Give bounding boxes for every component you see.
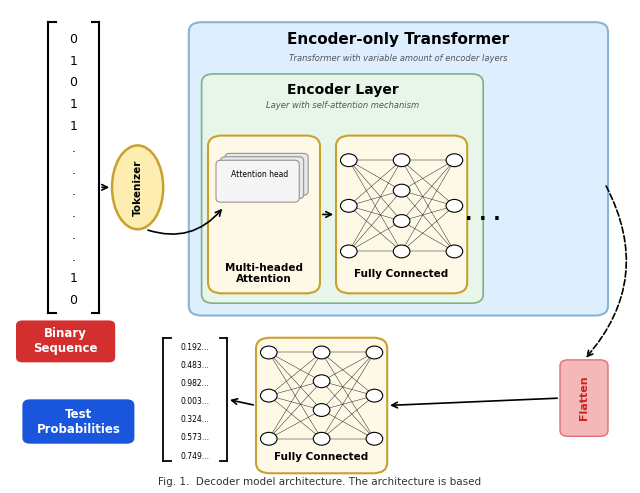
Circle shape (314, 404, 330, 417)
Circle shape (314, 375, 330, 387)
Circle shape (340, 245, 357, 258)
FancyBboxPatch shape (16, 320, 115, 362)
Text: Fully Connected: Fully Connected (275, 452, 369, 462)
Circle shape (366, 346, 383, 359)
Circle shape (393, 214, 410, 227)
Circle shape (393, 154, 410, 167)
Text: .: . (72, 207, 76, 220)
Text: 1: 1 (70, 120, 77, 133)
Circle shape (340, 199, 357, 212)
Text: Layer with self-attention mechanism: Layer with self-attention mechanism (266, 101, 419, 110)
FancyBboxPatch shape (225, 153, 308, 195)
Text: 0: 0 (70, 33, 77, 46)
Text: Transformer with variable amount of encoder layers: Transformer with variable amount of enco… (289, 54, 508, 63)
Text: 0.749...: 0.749... (180, 452, 210, 460)
FancyBboxPatch shape (336, 136, 467, 293)
Circle shape (393, 184, 410, 197)
Circle shape (446, 199, 463, 212)
FancyBboxPatch shape (202, 74, 483, 303)
Circle shape (260, 389, 277, 402)
FancyBboxPatch shape (216, 160, 300, 202)
Circle shape (260, 432, 277, 445)
FancyBboxPatch shape (256, 338, 387, 473)
Text: Encoder Layer: Encoder Layer (287, 83, 398, 97)
Circle shape (340, 154, 357, 167)
Circle shape (446, 154, 463, 167)
Text: 0.483...: 0.483... (180, 361, 210, 370)
Circle shape (446, 245, 463, 258)
Text: Fully Connected: Fully Connected (355, 269, 449, 279)
Text: .: . (72, 142, 76, 155)
Text: 0: 0 (70, 294, 77, 307)
Text: 1: 1 (70, 55, 77, 68)
Text: Attention head: Attention head (231, 170, 288, 179)
Text: Flatten: Flatten (579, 376, 589, 421)
FancyBboxPatch shape (189, 22, 608, 316)
Circle shape (314, 432, 330, 445)
FancyBboxPatch shape (22, 399, 134, 444)
Text: 1: 1 (70, 273, 77, 285)
Text: 0.192...: 0.192... (181, 343, 209, 352)
Text: Fig. 1.  Decoder model architecture. The architecture is based: Fig. 1. Decoder model architecture. The … (159, 477, 481, 487)
Text: Tokenizer: Tokenizer (132, 159, 143, 215)
FancyBboxPatch shape (208, 136, 320, 293)
FancyBboxPatch shape (560, 360, 608, 436)
FancyBboxPatch shape (220, 157, 304, 199)
Text: .: . (72, 164, 76, 176)
Text: Encoder-only Transformer: Encoder-only Transformer (287, 32, 509, 47)
Text: 0.573...: 0.573... (180, 433, 210, 442)
Text: Multi-headed
Attention: Multi-headed Attention (225, 263, 303, 284)
Text: .: . (72, 185, 76, 198)
Ellipse shape (112, 145, 163, 229)
Text: .: . (72, 250, 76, 264)
Text: Test
Probabilities: Test Probabilities (36, 408, 120, 435)
Text: 0.324...: 0.324... (180, 416, 210, 424)
Circle shape (260, 346, 277, 359)
Circle shape (314, 346, 330, 359)
Text: 0.003...: 0.003... (180, 397, 210, 406)
Text: 0: 0 (70, 76, 77, 90)
Circle shape (366, 432, 383, 445)
Circle shape (393, 245, 410, 258)
Text: 0.982...: 0.982... (181, 379, 209, 388)
Text: Binary
Sequence: Binary Sequence (33, 327, 98, 355)
Text: .: . (72, 229, 76, 242)
Circle shape (366, 389, 383, 402)
Text: . . .: . . . (465, 205, 501, 224)
Text: 1: 1 (70, 98, 77, 111)
